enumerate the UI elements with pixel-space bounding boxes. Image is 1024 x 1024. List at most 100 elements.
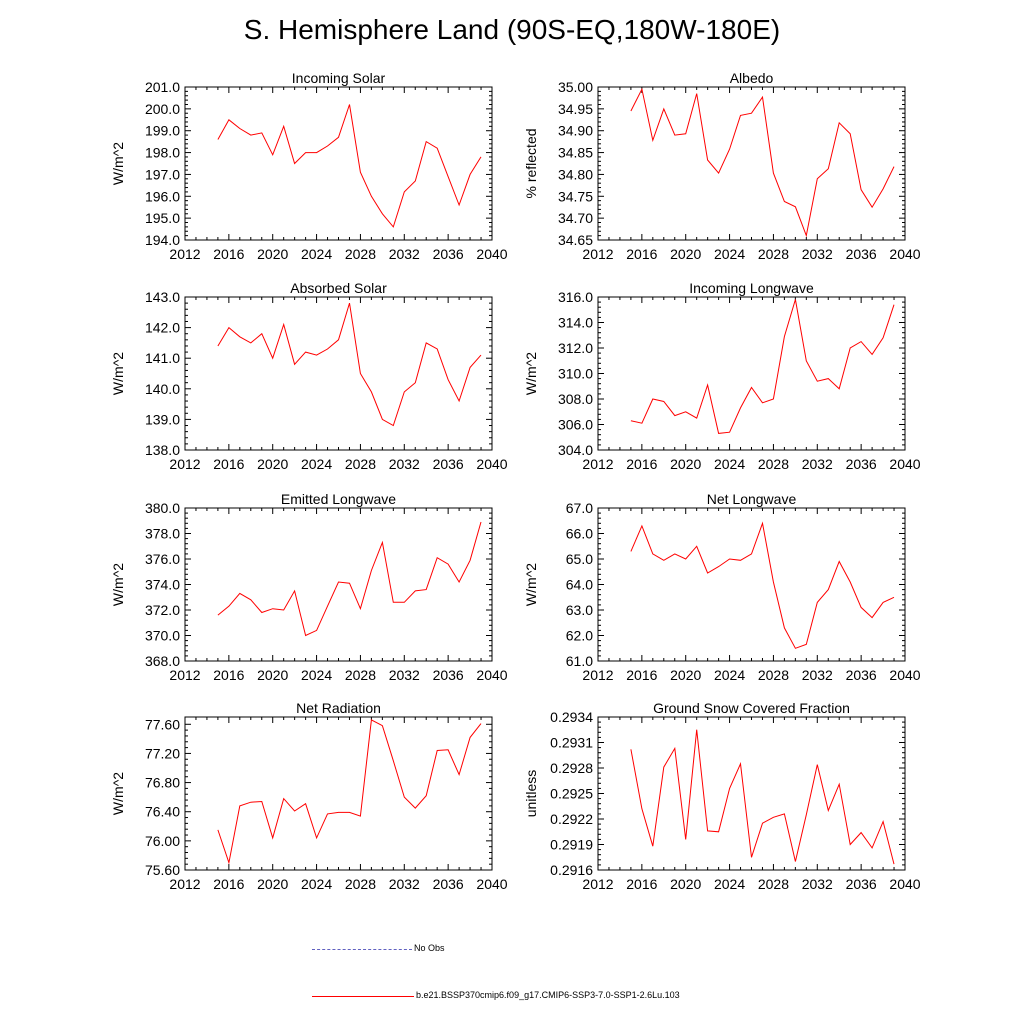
- x-tick-label: 2024: [714, 246, 745, 262]
- x-tick-label: 2016: [626, 456, 657, 472]
- x-tick-label: 2032: [802, 876, 833, 892]
- y-tick-label: 76.40: [145, 804, 180, 820]
- x-tick-label: 2040: [889, 876, 920, 892]
- x-tick-label: 2028: [345, 876, 376, 892]
- panel-title: Ground Snow Covered Fraction: [653, 700, 850, 716]
- panel-5: Net Longwave W/m^2 2012 2016 2020 2024 2028 203…: [523, 491, 921, 683]
- x-tick-label: 2040: [889, 456, 920, 472]
- y-tick-label: 196.0: [145, 188, 180, 204]
- x-tick-label: 2012: [582, 876, 613, 892]
- y-tick-label: 372.0: [145, 602, 180, 618]
- y-tick-label: 34.75: [558, 188, 593, 204]
- x-tick-label: 2036: [846, 667, 877, 683]
- x-tick-label: 2028: [758, 667, 789, 683]
- x-tick-label: 2016: [213, 246, 244, 262]
- x-tick-label: 2012: [169, 876, 200, 892]
- panel-4: Emitted Longwave W/m^2 2012 2016 2020 2024 202…: [110, 491, 508, 683]
- x-tick-label: 2032: [389, 456, 420, 472]
- x-tick-label: 2036: [846, 876, 877, 892]
- y-tick-label: 34.80: [558, 166, 593, 182]
- panel-title: Incoming Longwave: [689, 280, 814, 296]
- figure-title: S. Hemisphere Land (90S-EQ,180W-180E): [243, 14, 781, 45]
- plot-frame: [184, 716, 493, 871]
- x-tick-label: 2040: [476, 876, 507, 892]
- y-tick-label: 0.2934: [550, 709, 593, 725]
- y-axis-label: W/m^2: [110, 142, 126, 185]
- y-tick-label: 64.0: [566, 577, 593, 593]
- y-tick-label: 0.2928: [550, 760, 593, 776]
- y-tick-label: 35.00: [558, 79, 593, 95]
- y-tick-label: 34.90: [558, 123, 593, 139]
- panel-title: Incoming Solar: [292, 70, 386, 86]
- x-tick-label: 2032: [389, 876, 420, 892]
- series-line: [630, 87, 895, 238]
- series-line: [217, 521, 482, 637]
- y-tick-label: 34.85: [558, 145, 593, 161]
- series-line: [217, 302, 482, 427]
- y-tick-label: 378.0: [145, 526, 180, 542]
- y-tick-label: 67.0: [566, 500, 593, 516]
- y-tick-label: 61.0: [566, 653, 593, 669]
- panel-title: Emitted Longwave: [281, 491, 396, 507]
- plot-frame: [597, 716, 906, 871]
- plot-frame: [184, 507, 493, 662]
- legend-line-obs: [312, 949, 412, 950]
- y-tick-label: 65.0: [566, 551, 593, 567]
- y-tick-label: 200.0: [145, 101, 180, 117]
- x-tick-label: 2040: [889, 667, 920, 683]
- series-line: [217, 719, 482, 865]
- y-tick-label: 312.0: [558, 340, 593, 356]
- x-tick-label: 2016: [213, 667, 244, 683]
- x-tick-label: 2032: [802, 456, 833, 472]
- x-tick-label: 2016: [213, 456, 244, 472]
- y-axis-label: % reflected: [523, 128, 539, 198]
- y-tick-label: 197.0: [145, 166, 180, 182]
- x-tick-label: 2024: [301, 246, 332, 262]
- y-tick-label: 77.60: [145, 716, 180, 732]
- y-tick-label: 370.0: [145, 628, 180, 644]
- x-tick-label: 2036: [433, 456, 464, 472]
- x-tick-label: 2036: [433, 667, 464, 683]
- x-tick-label: 2032: [802, 246, 833, 262]
- y-axis-label: W/m^2: [110, 352, 126, 395]
- x-tick-label: 2040: [476, 246, 507, 262]
- x-tick-label: 2020: [670, 876, 701, 892]
- x-tick-label: 2024: [301, 456, 332, 472]
- y-tick-label: 34.70: [558, 210, 593, 226]
- x-tick-label: 2012: [582, 246, 613, 262]
- y-tick-label: 0.2922: [550, 811, 593, 827]
- panel-title: Absorbed Solar: [290, 280, 387, 296]
- y-tick-label: 380.0: [145, 500, 180, 516]
- x-tick-label: 2028: [758, 456, 789, 472]
- x-tick-label: 2032: [802, 667, 833, 683]
- x-tick-label: 2036: [846, 456, 877, 472]
- y-tick-label: 194.0: [145, 232, 180, 248]
- y-tick-label: 316.0: [558, 289, 593, 305]
- x-tick-label: 2020: [670, 667, 701, 683]
- x-tick-label: 2012: [169, 667, 200, 683]
- y-tick-label: 76.80: [145, 775, 180, 791]
- series-line: [630, 729, 895, 865]
- x-tick-label: 2020: [257, 456, 288, 472]
- y-tick-label: 374.0: [145, 577, 180, 593]
- x-tick-label: 2012: [169, 456, 200, 472]
- y-tick-label: 376.0: [145, 551, 180, 567]
- y-tick-label: 195.0: [145, 210, 180, 226]
- y-tick-label: 139.0: [145, 411, 180, 427]
- y-tick-label: 201.0: [145, 79, 180, 95]
- y-tick-label: 75.60: [145, 862, 180, 878]
- x-tick-label: 2028: [758, 876, 789, 892]
- x-tick-label: 2040: [476, 667, 507, 683]
- x-tick-label: 2028: [345, 456, 376, 472]
- x-tick-label: 2016: [626, 667, 657, 683]
- x-tick-label: 2020: [257, 246, 288, 262]
- panel-1: Albedo % reflected 2012 2016 2020 2024 2028 203…: [523, 70, 921, 262]
- x-tick-label: 2020: [257, 876, 288, 892]
- y-tick-label: 34.65: [558, 232, 593, 248]
- y-tick-label: 368.0: [145, 653, 180, 669]
- x-tick-label: 2036: [433, 246, 464, 262]
- plot-frame: [597, 296, 906, 451]
- panel-7: Ground Snow Covered Fraction unitless 2012…: [523, 700, 921, 892]
- x-tick-label: 2024: [301, 667, 332, 683]
- x-tick-label: 2020: [670, 456, 701, 472]
